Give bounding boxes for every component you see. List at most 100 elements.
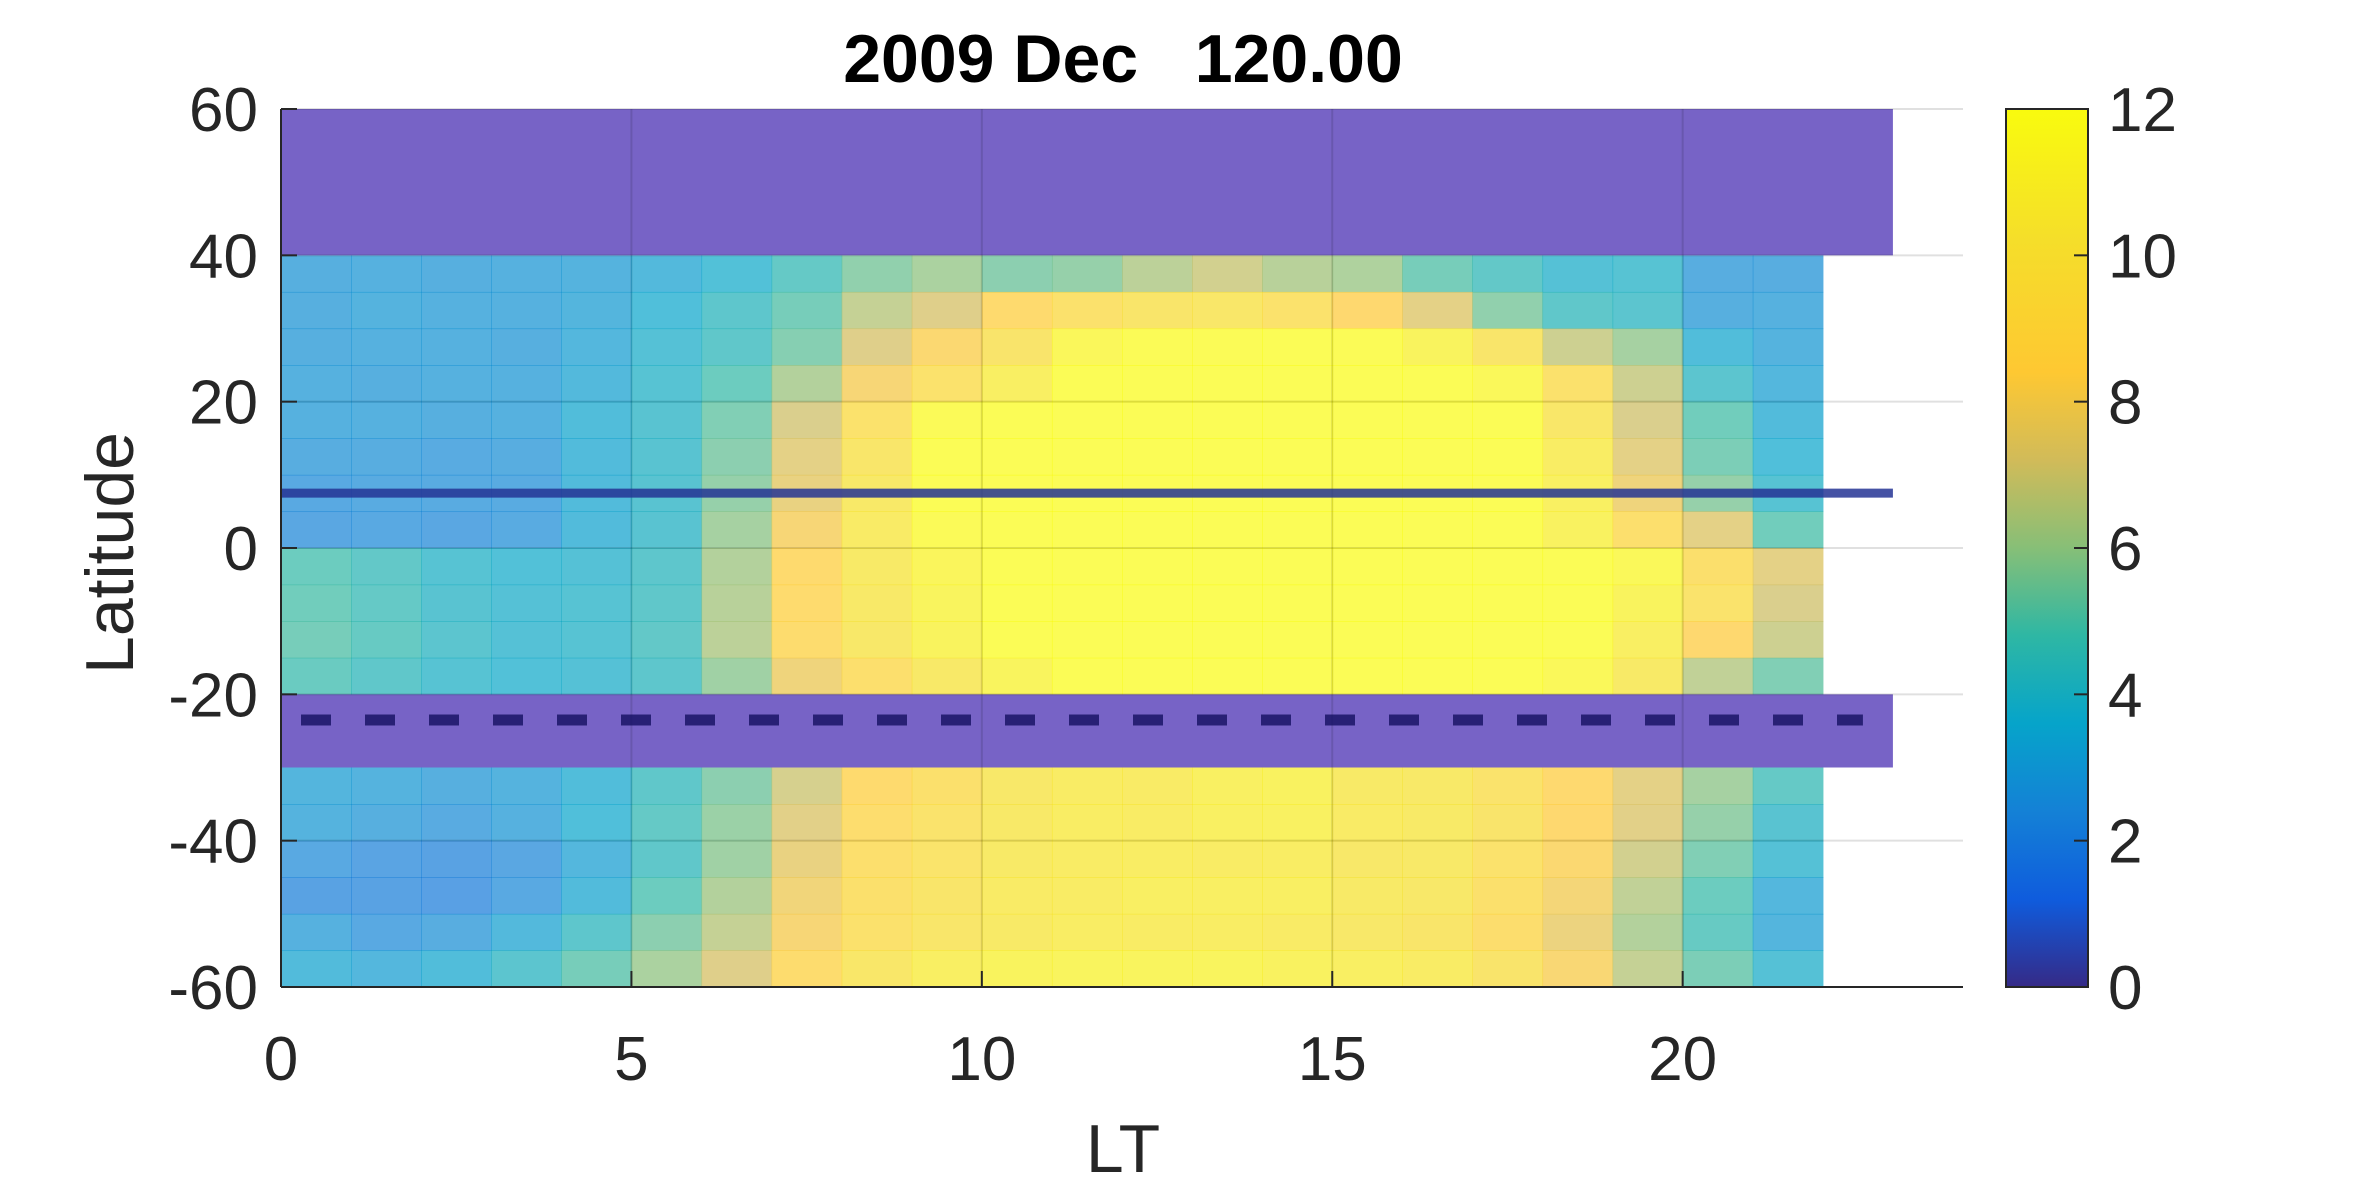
heatmap-cell <box>771 913 843 952</box>
heatmap-cell <box>1752 584 1824 622</box>
heatmap-cell <box>631 621 703 659</box>
heatmap-cell <box>841 804 913 842</box>
heatmap-cell <box>911 291 983 330</box>
y-tick-label: -60 <box>168 954 258 1023</box>
heatmap-cell <box>351 511 422 549</box>
heatmap-cell <box>701 365 773 403</box>
heatmap-cell <box>1192 401 1263 439</box>
heatmap-cell <box>281 950 352 988</box>
heatmap-cell <box>281 657 352 695</box>
heatmap-cell <box>1682 584 1754 622</box>
heatmap-cell <box>771 767 843 805</box>
heatmap-cell <box>1262 548 1333 586</box>
heatmap-cell <box>1682 877 1754 915</box>
heatmap-cell <box>561 328 633 366</box>
heatmap-cell <box>1051 584 1123 622</box>
heatmap-cell <box>561 621 633 659</box>
y-tick-label: 0 <box>224 515 258 584</box>
heatmap-cell <box>1262 584 1333 622</box>
heatmap-cell <box>981 365 1053 403</box>
heatmap-cell <box>421 657 492 695</box>
heatmap-cell <box>771 438 843 476</box>
heatmap-cell <box>1752 291 1824 330</box>
heatmap-cell <box>1402 584 1474 622</box>
heatmap-cell <box>841 401 913 439</box>
heatmap-cell <box>981 657 1053 695</box>
heatmap-cell <box>771 401 843 439</box>
heatmap-cell <box>491 657 562 695</box>
heatmap-cell <box>491 291 562 330</box>
heatmap-cell <box>1122 767 1193 805</box>
heatmap-cell <box>771 877 843 915</box>
heatmap-cell <box>911 255 983 293</box>
heatmap-cell <box>701 877 773 915</box>
heatmap-cell <box>281 365 352 403</box>
heatmap-cell <box>1262 365 1333 403</box>
heatmap-cell <box>421 804 492 842</box>
heatmap-cell <box>701 255 773 293</box>
heatmap-cell <box>841 255 913 293</box>
heatmap-cell <box>631 657 703 695</box>
heatmap-cell <box>1682 950 1754 988</box>
heatmap-cell <box>561 913 633 952</box>
heatmap-cell <box>1472 767 1544 805</box>
heatmap-cell <box>771 584 843 622</box>
heatmap-cell <box>1752 840 1824 878</box>
heatmap-cell <box>1402 840 1474 878</box>
heatmap-cell <box>491 804 562 842</box>
heatmap-cell <box>1332 548 1403 586</box>
heatmap-cell <box>1332 365 1403 403</box>
heatmap-cell <box>701 840 773 878</box>
heatmap-cell <box>841 365 913 403</box>
heatmap-cell <box>771 621 843 659</box>
heatmap-cell <box>1051 877 1123 915</box>
heatmap-cell <box>281 913 352 952</box>
heatmap-cell <box>281 255 352 293</box>
heatmap-cell <box>491 913 562 952</box>
heatmap-cell <box>1122 913 1193 952</box>
heatmap-cell <box>911 511 983 549</box>
heatmap-cell <box>1262 438 1333 476</box>
x-tick-label: 0 <box>264 1025 298 1094</box>
heatmap-cell <box>841 657 913 695</box>
heatmap-cell <box>421 950 492 988</box>
heatmap-cell <box>1612 804 1684 842</box>
heatmap-cell <box>981 767 1053 805</box>
heatmap-cell <box>351 548 422 586</box>
x-tick-label: 10 <box>947 1025 1016 1094</box>
colorbar-tick-label: 6 <box>2108 515 2142 584</box>
heatmap-cell <box>1122 291 1193 330</box>
heatmap-cell <box>1262 328 1333 366</box>
heatmap-cell <box>701 584 773 622</box>
heatmap-cell <box>421 328 492 366</box>
heatmap-cell <box>631 840 703 878</box>
colorbar-tick-label: 8 <box>2108 369 2142 438</box>
heatmap-cell <box>281 401 352 439</box>
heatmap-cell <box>1192 767 1263 805</box>
heatmap-cell <box>1122 401 1193 439</box>
heatmap-cell <box>1051 657 1123 695</box>
heatmap-cell <box>351 621 422 659</box>
heatmap-cell <box>981 913 1053 952</box>
heatmap-cell <box>1122 657 1193 695</box>
heatmap-cell <box>1612 767 1684 805</box>
heatmap-cell <box>351 438 422 476</box>
heatmap-cell <box>561 255 633 293</box>
heatmap-cell <box>1262 291 1333 330</box>
heatmap-cell <box>701 621 773 659</box>
heatmap-cell <box>1122 511 1193 549</box>
heatmap-cell <box>1612 584 1684 622</box>
heatmap-cell <box>1262 877 1333 915</box>
colorbar-ticks: 12 10 8 6 4 2 0 <box>2074 76 2177 1023</box>
heatmap-cell <box>1612 291 1684 330</box>
heatmap-cell <box>1262 950 1333 988</box>
heatmap-cell <box>1402 621 1474 659</box>
heatmap-cell <box>841 291 913 330</box>
heatmap-cell <box>1682 365 1754 403</box>
heatmap-cell <box>1122 365 1193 403</box>
heatmap-cells <box>281 255 1824 988</box>
heatmap-cell <box>1332 584 1403 622</box>
heatmap-cell <box>1262 511 1333 549</box>
heatmap-cell <box>1332 877 1403 915</box>
x-tick-label: 5 <box>614 1025 648 1094</box>
